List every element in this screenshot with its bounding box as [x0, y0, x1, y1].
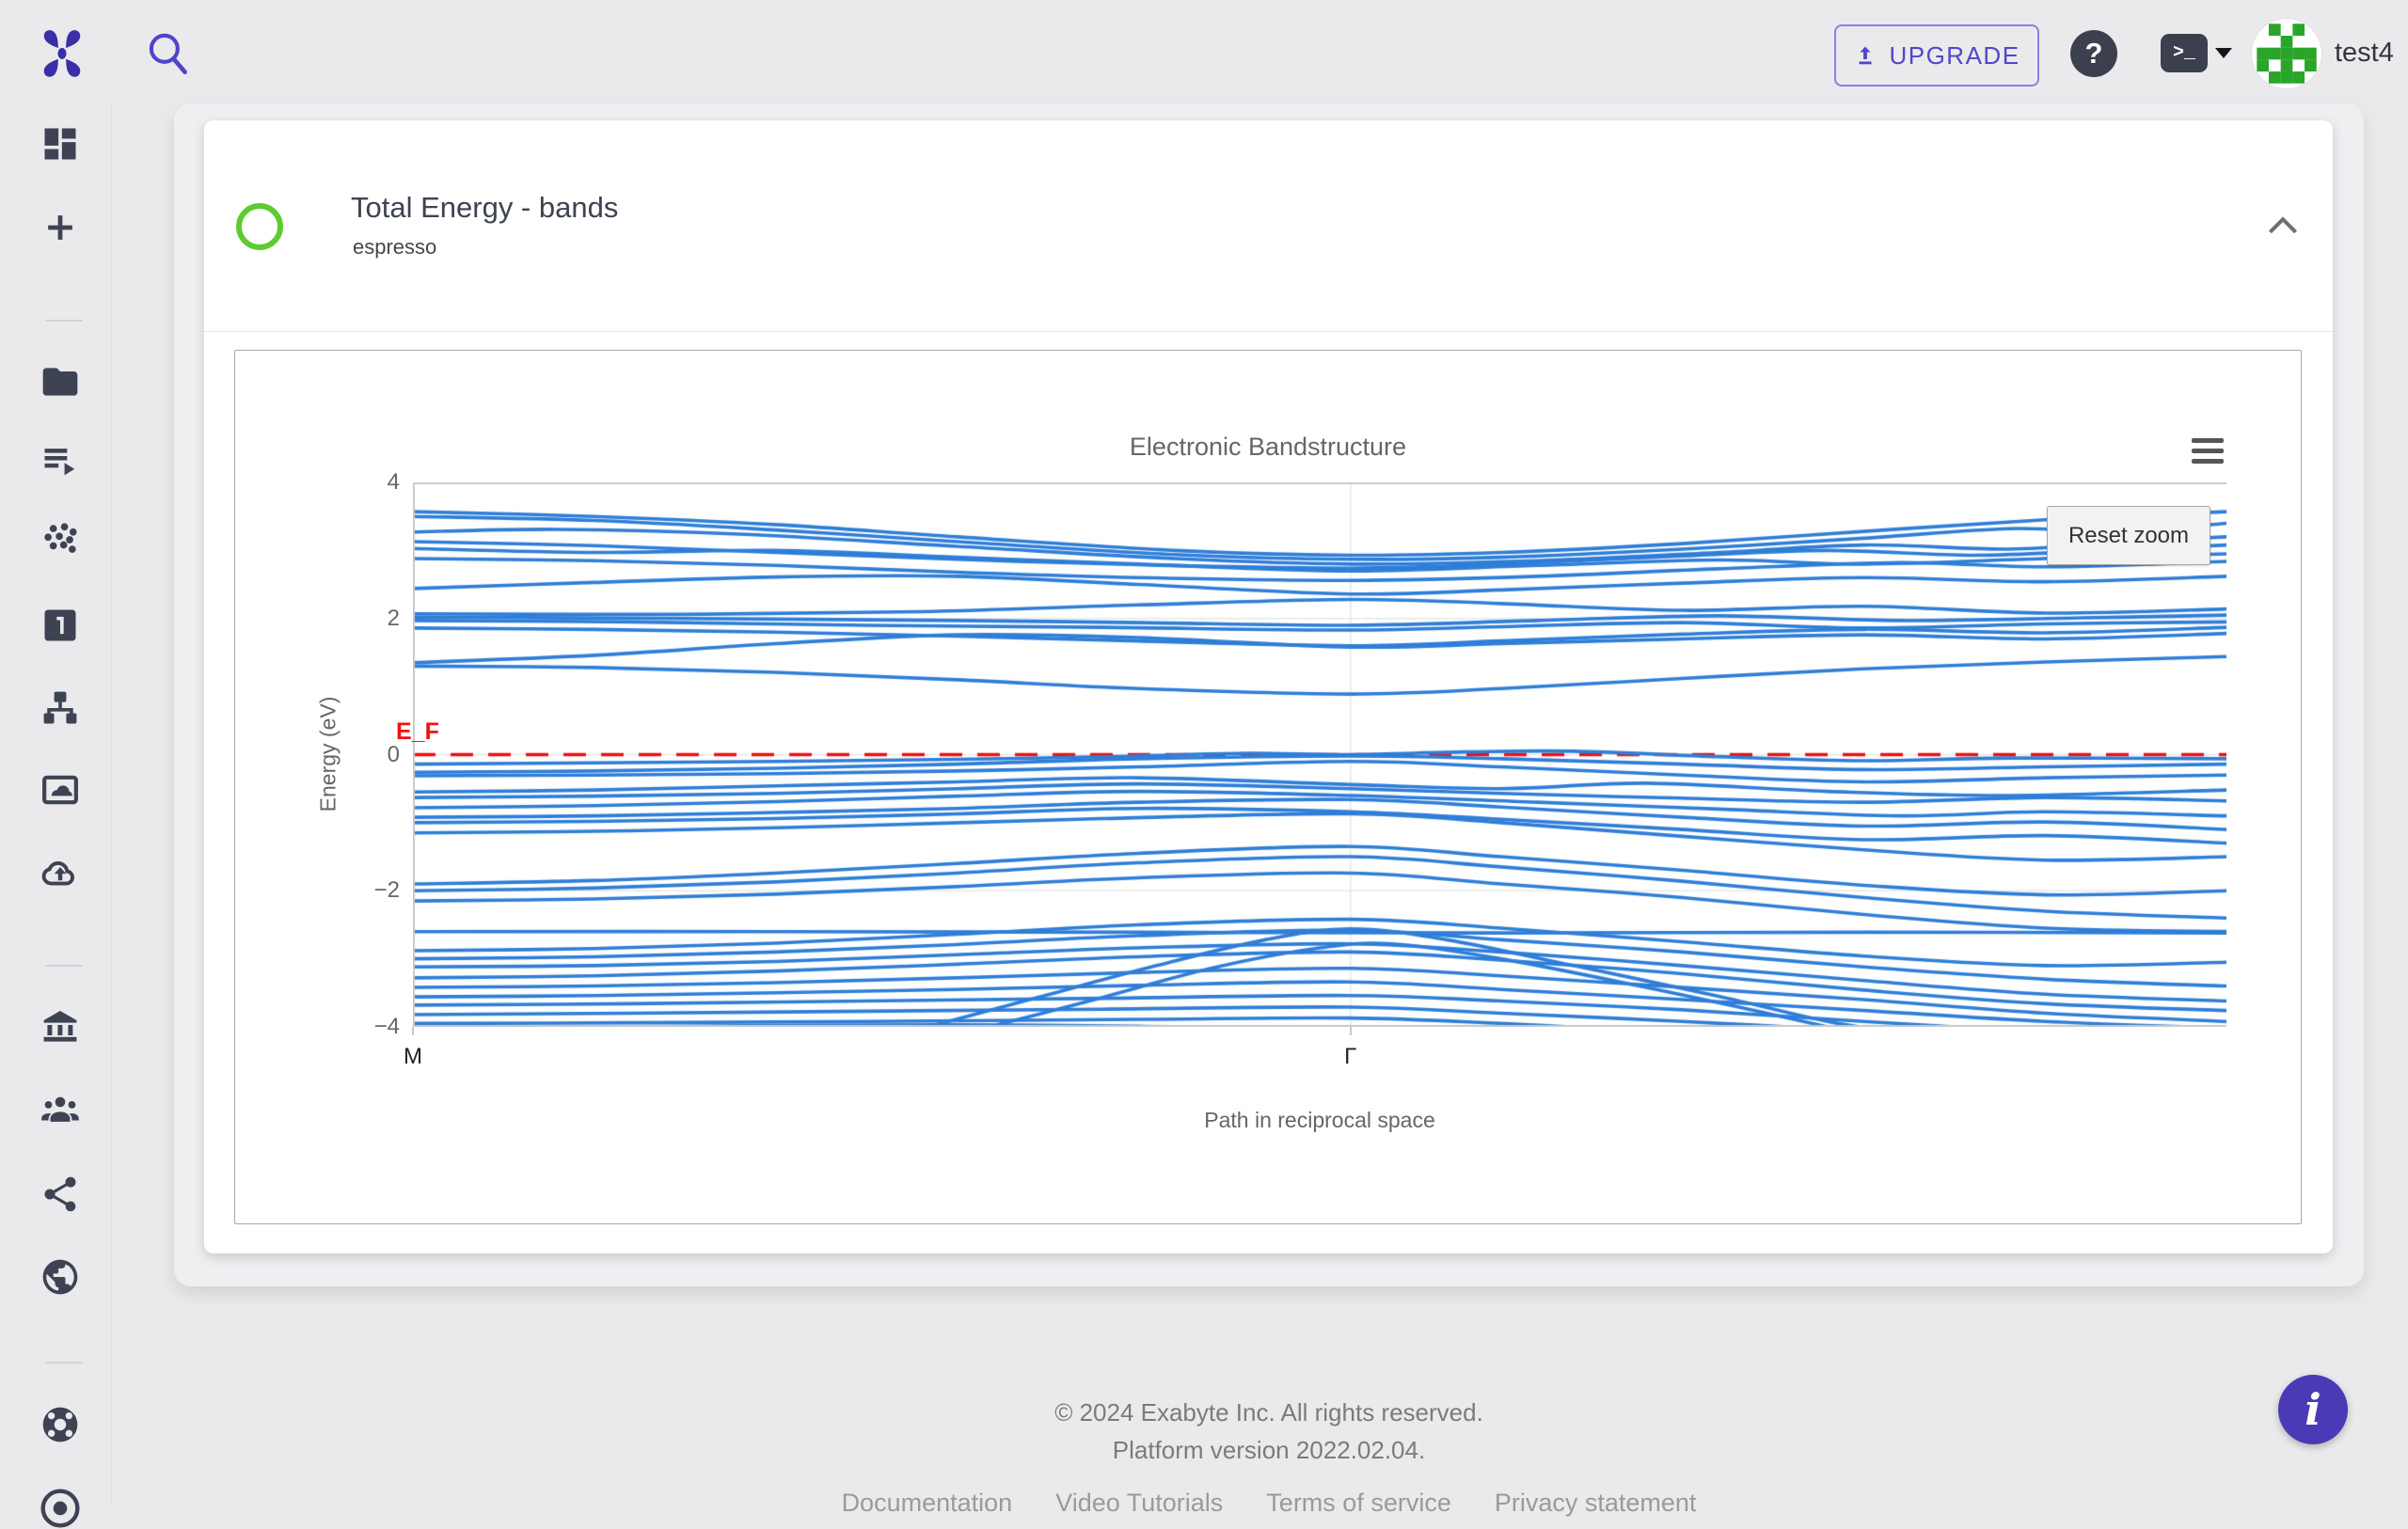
- x-tick-label: Γ: [1344, 1044, 1357, 1069]
- sidebar-item-materials-icon[interactable]: [40, 519, 81, 560]
- terminal-icon[interactable]: >_: [2161, 34, 2208, 72]
- y-tick-label: 0: [387, 741, 400, 767]
- sidebar-item-workflows-icon[interactable]: [40, 687, 81, 729]
- footer-link-documentation[interactable]: Documentation: [841, 1489, 1013, 1517]
- footer-link-privacy[interactable]: Privacy statement: [1494, 1489, 1697, 1517]
- x-tick-mark: [1349, 1027, 1352, 1035]
- card-header-divider: [204, 331, 2333, 332]
- sidebar-divider: [45, 1362, 83, 1363]
- sidebar-item-entity-one-icon[interactable]: [40, 605, 81, 646]
- footer-copyright: © 2024 Exabyte Inc. All rights reserved.: [1054, 1398, 1483, 1427]
- reset-zoom-button[interactable]: Reset zoom: [2047, 506, 2210, 565]
- x-axis-title: Path in reciprocal space: [1204, 1108, 1435, 1132]
- username-label: test4: [2335, 38, 2394, 68]
- sidebar-item-dashboard-icon[interactable]: [40, 123, 81, 165]
- card-title: Total Energy - bands: [351, 191, 619, 224]
- collapse-chevron-up-icon[interactable]: [2265, 213, 2301, 239]
- sidebar-item-support-icon[interactable]: [40, 1404, 81, 1445]
- sidebar-item-public-web-icon[interactable]: [40, 1256, 81, 1298]
- sidebar-item-team-icon[interactable]: [40, 1089, 81, 1130]
- sidebar-item-media-icon[interactable]: [40, 769, 81, 811]
- sidebar-item-bottom-partial-icon[interactable]: [40, 1488, 81, 1529]
- x-tick-label: M: [404, 1044, 422, 1069]
- sidebar-item-add-icon[interactable]: [40, 207, 81, 248]
- chart-menu-icon[interactable]: [2192, 438, 2224, 469]
- sidebar-item-jobs-icon[interactable]: [40, 440, 81, 481]
- y-tick-label: −4: [373, 1014, 400, 1039]
- help-icon[interactable]: ?: [2070, 30, 2117, 77]
- avatar[interactable]: [2252, 19, 2321, 88]
- bandstructure-plot[interactable]: [413, 482, 2226, 1027]
- fermi-level-label: E_F: [396, 718, 439, 745]
- footer-links: Documentation Video Tutorials Terms of s…: [174, 1489, 2364, 1518]
- y-tick-label: 4: [387, 469, 400, 495]
- sidebar-item-uploads-cloud-icon[interactable]: [40, 852, 81, 893]
- sidebar-divider: [45, 965, 83, 967]
- search-icon[interactable]: [141, 26, 196, 81]
- sidebar-divider: [45, 320, 83, 322]
- terminal-dropdown-caret-icon[interactable]: [2215, 48, 2232, 58]
- sidebar-item-organization-icon[interactable]: [40, 1004, 81, 1046]
- upgrade-label: UPGRADE: [1889, 40, 2020, 70]
- footer-link-terms[interactable]: Terms of service: [1266, 1489, 1451, 1517]
- upload-icon: [1859, 46, 1872, 65]
- y-tick-label: 2: [387, 605, 400, 631]
- x-tick-mark: [412, 1027, 414, 1035]
- y-tick-label: −2: [373, 877, 400, 904]
- sidebar-item-shared-icon[interactable]: [40, 1174, 81, 1215]
- upgrade-button[interactable]: UPGRADE: [1834, 24, 2039, 87]
- mat3ra-logo-icon[interactable]: [32, 23, 92, 83]
- info-fab-button[interactable]: i: [2278, 1375, 2348, 1444]
- chart-title: Electronic Bandstructure: [1129, 433, 1407, 461]
- sidebar-item-projects-folder-icon[interactable]: [40, 361, 81, 402]
- card-subtitle: espresso: [353, 235, 437, 259]
- footer-version: Platform version 2022.02.04.: [1112, 1436, 1426, 1464]
- sidebar-divider-edge: [111, 103, 112, 1505]
- footer-link-video-tutorials[interactable]: Video Tutorials: [1055, 1489, 1224, 1517]
- unit-status-circle-icon: [236, 203, 283, 250]
